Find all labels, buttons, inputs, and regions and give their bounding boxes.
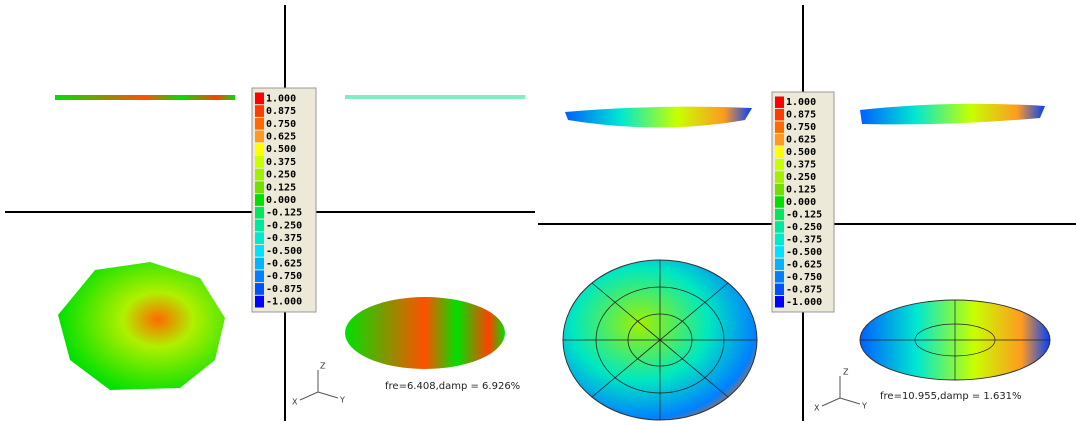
legend-swatch bbox=[255, 296, 264, 308]
legend-swatch bbox=[255, 93, 264, 105]
legend-label: 0.250 bbox=[266, 170, 296, 181]
axis-label: Y bbox=[861, 402, 867, 411]
legend-label: -0.625 bbox=[786, 259, 822, 270]
legend-swatch bbox=[775, 259, 784, 270]
legend-swatch bbox=[775, 284, 784, 295]
legend-label: -0.375 bbox=[786, 234, 822, 245]
legend-swatch bbox=[775, 221, 784, 232]
side-view bbox=[860, 104, 1045, 125]
legend-label: 0.750 bbox=[786, 122, 816, 133]
legend-label: 0.500 bbox=[266, 144, 296, 155]
legend-swatch bbox=[255, 220, 264, 232]
legend-label: -0.750 bbox=[266, 271, 302, 282]
legend-label: 0.375 bbox=[266, 157, 296, 168]
legend-swatch bbox=[775, 209, 784, 220]
legend-label: -0.250 bbox=[786, 222, 822, 233]
legend-label: -1.000 bbox=[786, 297, 822, 308]
legend-swatch bbox=[255, 169, 264, 181]
axis-label: Z bbox=[320, 362, 326, 371]
side-view bbox=[345, 95, 525, 99]
legend-label: 0.500 bbox=[786, 147, 816, 158]
legend-swatch bbox=[775, 171, 784, 182]
legend-swatch bbox=[255, 105, 264, 117]
side-view bbox=[565, 107, 752, 128]
caption: fre=6.408,damp = 6.926% bbox=[385, 381, 520, 392]
mode-shape bbox=[58, 262, 225, 390]
screen: Z X Y fre=6.408,damp = 6.926% Z X Y fre=… bbox=[0, 0, 1076, 421]
legend-label: 0.625 bbox=[266, 131, 296, 142]
legend-label: 0.000 bbox=[786, 197, 816, 208]
legend-label: 0.375 bbox=[786, 160, 816, 171]
legend-label: 0.125 bbox=[266, 182, 296, 193]
legend-label: 0.875 bbox=[266, 106, 296, 117]
legend-label: 0.250 bbox=[786, 172, 816, 183]
legend-label: 1.000 bbox=[266, 93, 296, 104]
legend-swatch bbox=[255, 143, 264, 155]
side-view bbox=[55, 95, 235, 100]
page: Z X Y fre=6.408,damp = 6.926% Z X Y fre=… bbox=[0, 0, 1076, 425]
legend-swatch bbox=[255, 245, 264, 257]
legend-label: -0.625 bbox=[266, 259, 302, 270]
legend-label: -1.000 bbox=[266, 297, 302, 308]
legend-label: -0.500 bbox=[786, 247, 822, 258]
axis-triad bbox=[300, 370, 338, 400]
legend-swatch bbox=[255, 283, 264, 295]
legend-swatch bbox=[255, 131, 264, 143]
legend-label: -0.750 bbox=[786, 272, 822, 283]
legend-swatch bbox=[775, 159, 784, 170]
axis-label: Z bbox=[843, 368, 849, 377]
legend-swatch bbox=[775, 234, 784, 245]
axis-label: X bbox=[292, 398, 298, 407]
legend-label: 0.125 bbox=[786, 185, 816, 196]
legend-swatch bbox=[775, 184, 784, 195]
legend-label: -0.875 bbox=[786, 284, 822, 295]
legend-label: -0.250 bbox=[266, 220, 302, 231]
legend-label: -0.875 bbox=[266, 284, 302, 295]
legend-label: -0.375 bbox=[266, 233, 302, 244]
axis-triad bbox=[822, 376, 860, 406]
legend-swatch bbox=[775, 109, 784, 120]
legend-label: 0.750 bbox=[266, 119, 296, 130]
legend-label: -0.500 bbox=[266, 246, 302, 257]
legend-swatch bbox=[255, 232, 264, 244]
legend-swatch bbox=[775, 97, 784, 108]
legend-swatch bbox=[255, 270, 264, 282]
legend-swatch bbox=[255, 258, 264, 270]
legend-swatch bbox=[775, 271, 784, 282]
legend-label: 0.000 bbox=[266, 195, 296, 206]
legend-swatch bbox=[255, 156, 264, 168]
legend-swatch bbox=[775, 296, 784, 307]
axis-label: X bbox=[814, 404, 820, 413]
legend-swatch bbox=[255, 207, 264, 219]
legend-swatch bbox=[255, 181, 264, 193]
legend-swatch bbox=[775, 196, 784, 207]
legend-swatch bbox=[255, 194, 264, 206]
legend-swatch bbox=[775, 134, 784, 145]
legend-swatch bbox=[255, 118, 264, 130]
legend-label: 0.875 bbox=[786, 110, 816, 121]
legend-swatch bbox=[775, 146, 784, 157]
legend-label: 0.625 bbox=[786, 135, 816, 146]
legend-swatch bbox=[775, 121, 784, 132]
axis-label: Y bbox=[339, 396, 345, 405]
legend-label: -0.125 bbox=[266, 208, 302, 219]
legend-swatch bbox=[775, 246, 784, 257]
legend-label: -0.125 bbox=[786, 209, 822, 220]
caption: fre=10.955,damp = 1.631% bbox=[880, 391, 1022, 402]
legend-label: 1.000 bbox=[786, 97, 816, 108]
mode-shape bbox=[345, 297, 505, 369]
